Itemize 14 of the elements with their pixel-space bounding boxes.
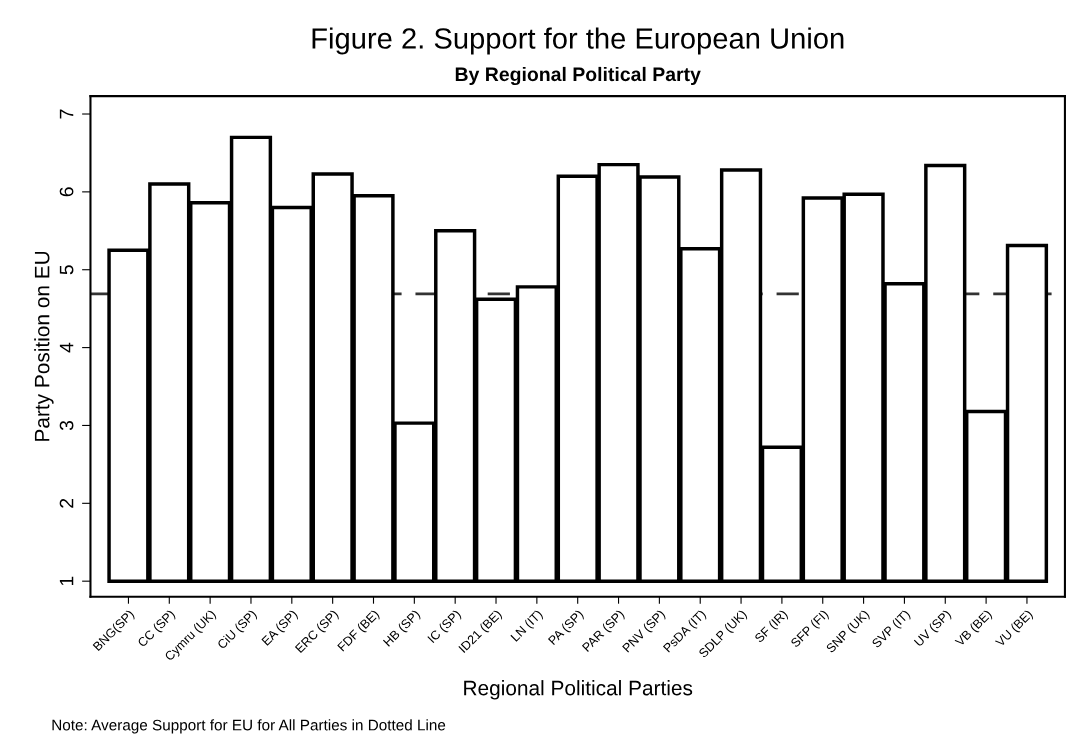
y-tick-label: 5 [59,265,74,275]
y-axis-title: Party Position on EU [34,251,54,441]
x-axis-title: Regional Political Parties [464,680,693,700]
text: Note: Average Support for EU for All Parties in Dotted Line [52,719,446,734]
x-tick-label: SF (IR) [753,609,790,645]
chart-title: Figure 2. Support for the European Union [312,27,844,55]
y-tick-label: 6 [59,187,74,197]
y-tick-label: 4 [59,342,74,353]
y-tick-label: 2 [59,498,74,508]
chart-subtitle: By Regional Political Party [455,66,701,86]
x-tick-label: LN (IT) [510,609,545,644]
y-tick-label: 3 [59,420,74,431]
y-tick-label: 1 [59,576,74,586]
y-tick-label: 7 [59,109,74,119]
